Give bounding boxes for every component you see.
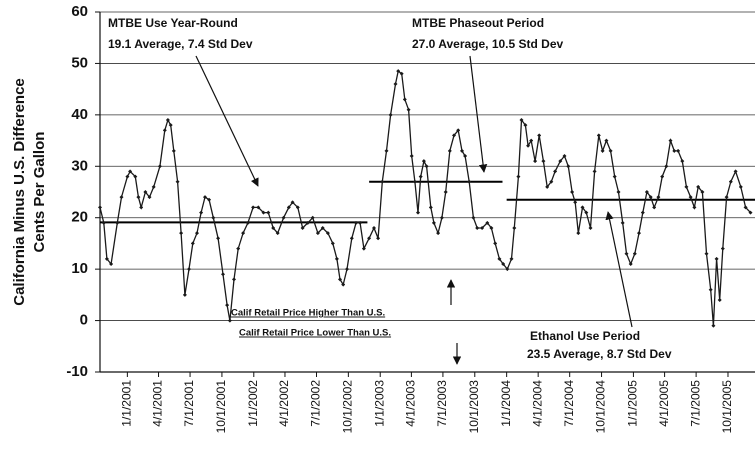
y-tick-label: 60 [71,3,88,20]
annotation: MTBE Phaseout Period [412,16,544,30]
annotation: 23.5 Average, 8.7 Std Dev [527,347,672,361]
x-tick-label: 10/1/2003 [467,380,481,434]
y-axis-label: California Minus U.S. Difference [11,78,28,306]
annotation: Calif Retail Price Lower Than U.S. [239,328,391,339]
x-tick-label: 4/1/2004 [530,380,544,427]
x-tick-label: 10/1/2005 [720,380,734,434]
arrow [605,211,633,328]
x-tick-label: 7/1/2005 [688,380,702,427]
x-tick-label: 1/1/2003 [372,380,386,427]
x-tick-label: 7/1/2003 [435,380,449,427]
annotation: 19.1 Average, 7.4 Std Dev [108,37,253,51]
x-tick-label: 10/1/2001 [214,380,228,434]
y-tick-label: 20 [71,209,88,226]
x-tick-label: 1/1/2005 [626,380,640,427]
y-tick-label: 50 [71,54,88,71]
y-tick-label: 0 [80,312,88,329]
x-tick-label: 1/1/2004 [499,380,513,427]
arrow [195,55,259,187]
x-tick-label: 7/1/2004 [562,380,576,427]
x-tick-label: 4/1/2005 [657,380,671,427]
y-tick-label: 40 [71,106,88,123]
x-tick-label: 4/1/2001 [151,380,165,427]
y-tick-label: 30 [71,157,88,174]
x-tick-label: 10/1/2004 [594,380,608,434]
annotation: 27.0 Average, 10.5 Std Dev [412,37,564,51]
data-line [98,69,753,328]
x-tick-label: 7/1/2001 [182,380,196,427]
x-tick-label: 4/1/2002 [277,380,291,427]
annotation: Ethanol Use Period [530,329,640,343]
x-tick-label: 1/1/2001 [120,380,134,427]
axes: -10 0 10 20 30 40 50 60 1/1/2001 4/1/2001 7/1/2001… [66,3,755,433]
annotation: Calif Retail Price Higher Than U.S. [231,308,385,319]
y-tick-label: 10 [71,260,88,277]
arrow [469,55,488,173]
x-tick-label: 4/1/2003 [404,380,418,427]
y-axis-label: Cents Per Gallon [31,132,48,253]
x-tick-label: 7/1/2002 [309,380,323,427]
y-tick-label: -10 [66,363,88,380]
x-tick-label: 10/1/2002 [341,380,355,434]
plot [98,69,755,328]
x-tick-label: 1/1/2002 [246,380,260,427]
annotation: MTBE Use Year-Round [108,16,238,30]
